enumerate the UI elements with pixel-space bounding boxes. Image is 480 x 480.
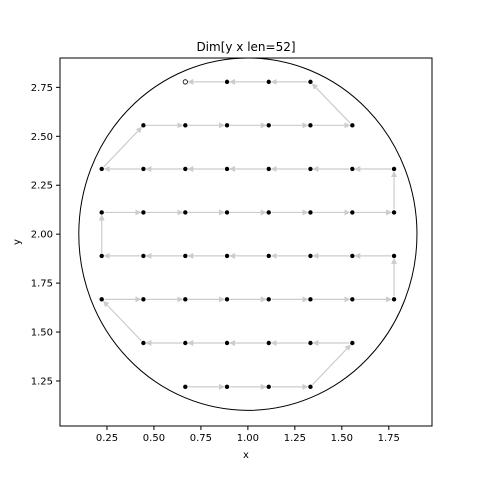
data-point (99, 297, 104, 302)
data-point (224, 166, 230, 172)
data-point (183, 123, 188, 128)
data-point (224, 79, 230, 85)
y-tick-label: 2.50 (31, 132, 53, 143)
y-axis: 1.25 1.50 1.75 2.00 2.25 2.50 2.75 (31, 83, 60, 387)
data-point (224, 253, 230, 259)
chart-title: Dim[y x len=52] (196, 40, 295, 54)
data-point (266, 210, 271, 215)
data-point (266, 297, 271, 302)
data-point (224, 340, 230, 346)
data-point (308, 166, 313, 172)
x-tick-label: 1.00 (237, 433, 259, 444)
y-tick-label: 1.75 (31, 279, 53, 290)
data-point (391, 297, 397, 302)
x-tick-label: 1.50 (331, 433, 353, 444)
y-tick-label: 2.00 (31, 230, 53, 241)
data-point (141, 253, 146, 259)
y-tick-label: 1.25 (31, 376, 53, 387)
data-point (350, 210, 355, 215)
y-axis-label: y (12, 239, 23, 245)
data-point (266, 123, 271, 128)
data-point (350, 166, 355, 172)
y-tick-label: 2.25 (31, 181, 53, 192)
x-tick-label: 0.75 (190, 433, 212, 444)
boundary-circle (78, 57, 418, 411)
data-point (224, 123, 230, 128)
data-point (183, 297, 188, 302)
data-point (183, 166, 188, 172)
data-point (266, 166, 271, 172)
data-point (141, 166, 146, 172)
data-point (141, 297, 146, 302)
x-tick-label: 1.75 (378, 433, 400, 444)
data-point (99, 253, 104, 259)
x-axis-label: x (243, 450, 249, 461)
data-point (141, 340, 146, 346)
x-tick-label: 1.25 (284, 433, 306, 444)
data-point (350, 123, 355, 128)
plot-area (78, 57, 418, 411)
data-point (350, 340, 355, 346)
data-point (391, 166, 397, 172)
axes-frame (59, 57, 433, 427)
data-point (183, 340, 188, 346)
path-segment (103, 126, 143, 168)
data-point (308, 123, 313, 128)
data-point (141, 210, 146, 215)
data-point (308, 297, 313, 302)
x-tick-label: 0.25 (96, 433, 118, 444)
y-tick-label: 2.75 (31, 83, 53, 94)
data-point (224, 384, 230, 390)
path-segment (312, 344, 351, 386)
data-point (182, 79, 188, 85)
data-point (308, 384, 313, 390)
data-point (308, 210, 313, 215)
path-segment (103, 300, 142, 342)
data-point (266, 253, 271, 259)
data-point (183, 253, 188, 259)
data-point (266, 384, 271, 390)
data-point (99, 166, 104, 172)
data-point (266, 340, 271, 346)
path-segment (311, 83, 351, 124)
data-point (350, 297, 355, 302)
data-point (141, 123, 146, 128)
data-point (308, 253, 313, 259)
data-point (99, 210, 104, 215)
data-point (308, 340, 313, 346)
x-tick-label: 0.50 (143, 433, 165, 444)
data-point (224, 210, 230, 215)
data-point (183, 210, 188, 215)
data-point (391, 210, 397, 215)
data-point (183, 384, 188, 390)
data-point (391, 253, 397, 259)
y-tick-label: 1.50 (31, 328, 53, 339)
data-point (224, 297, 230, 302)
data-point (308, 79, 313, 85)
data-point (350, 253, 355, 259)
data-point (266, 79, 271, 85)
x-axis: 0.25 0.50 0.75 1.00 1.25 1.50 1.75 (96, 426, 400, 444)
